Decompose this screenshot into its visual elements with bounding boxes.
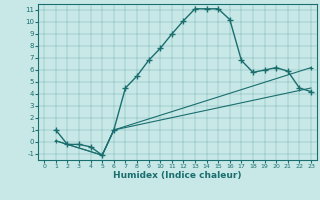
X-axis label: Humidex (Indice chaleur): Humidex (Indice chaleur) (113, 171, 242, 180)
